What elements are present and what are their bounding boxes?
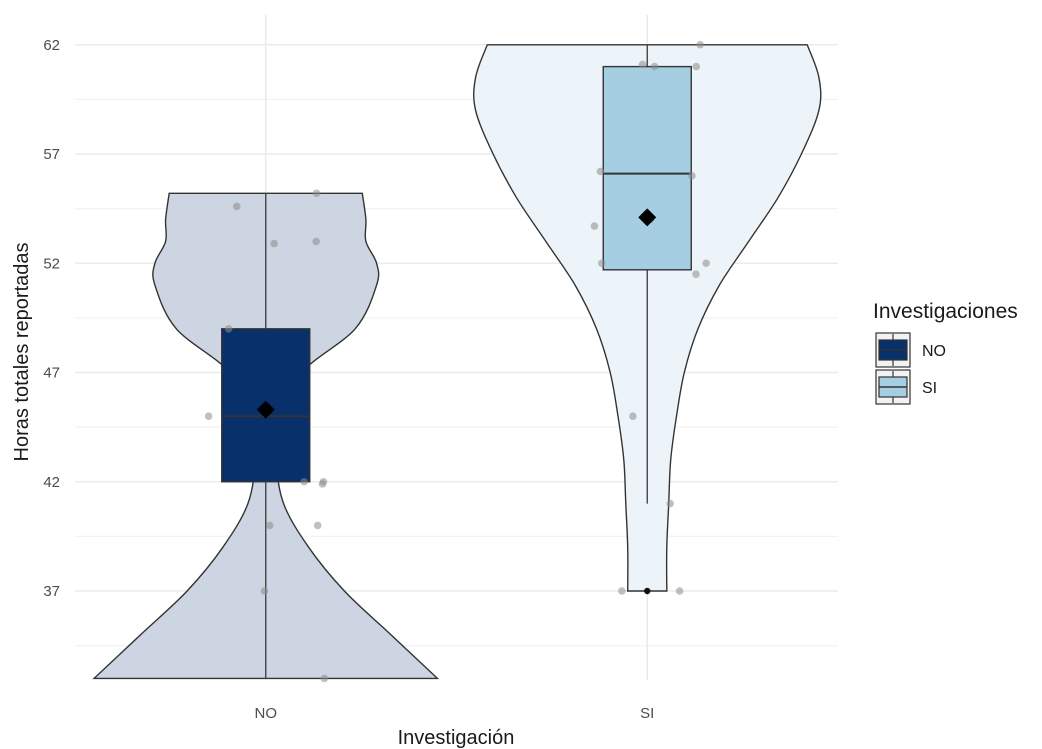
y-tick-label: 47 [43, 365, 60, 382]
legend-label: SI [922, 380, 937, 397]
y-axis-title: Horas totales reportadas [11, 242, 33, 461]
y-tick-label: 52 [43, 255, 60, 272]
legend-title: Investigaciones [873, 300, 1018, 323]
data-point [590, 222, 599, 230]
data-point [224, 325, 233, 333]
mean-markers [256, 208, 657, 419]
x-axis-title: Investigación [398, 727, 515, 749]
y-tick-label: 57 [43, 146, 60, 163]
data-point [300, 477, 308, 486]
jitter-points [204, 40, 710, 683]
x-tick-label: NO [255, 705, 278, 722]
data-point [596, 167, 605, 176]
data-point [312, 189, 321, 198]
x-tick-labels: NO SI [255, 705, 655, 722]
data-point [265, 521, 274, 530]
data-point [204, 412, 213, 421]
data-point [650, 62, 659, 71]
legend: Investigaciones NO SI [873, 300, 1018, 405]
data-point [692, 270, 700, 278]
outlier-point [644, 587, 651, 595]
y-tick-label: 62 [43, 37, 60, 54]
data-point [675, 587, 684, 595]
data-point [696, 40, 704, 49]
data-point [270, 239, 278, 248]
data-point [597, 259, 606, 268]
data-point [638, 60, 647, 69]
data-point [618, 587, 626, 595]
box-si [602, 65, 692, 271]
data-point [312, 237, 320, 246]
data-point [260, 587, 269, 595]
data-point [232, 202, 241, 211]
data-point [629, 412, 637, 421]
data-point [313, 521, 322, 530]
data-point [666, 499, 674, 508]
x-tick-label: SI [640, 705, 654, 722]
data-point [702, 259, 710, 268]
mean-marker [256, 400, 275, 419]
y-tick-label: 42 [43, 474, 60, 491]
data-point [318, 480, 327, 488]
legend-label: NO [922, 343, 946, 360]
data-point [688, 172, 696, 180]
violins [92, 44, 822, 680]
y-tick-labels: 37 42 47 52 57 62 [43, 37, 60, 600]
data-point [320, 674, 329, 683]
data-point [692, 62, 701, 71]
mean-marker [638, 208, 657, 227]
y-tick-label: 37 [43, 583, 60, 600]
